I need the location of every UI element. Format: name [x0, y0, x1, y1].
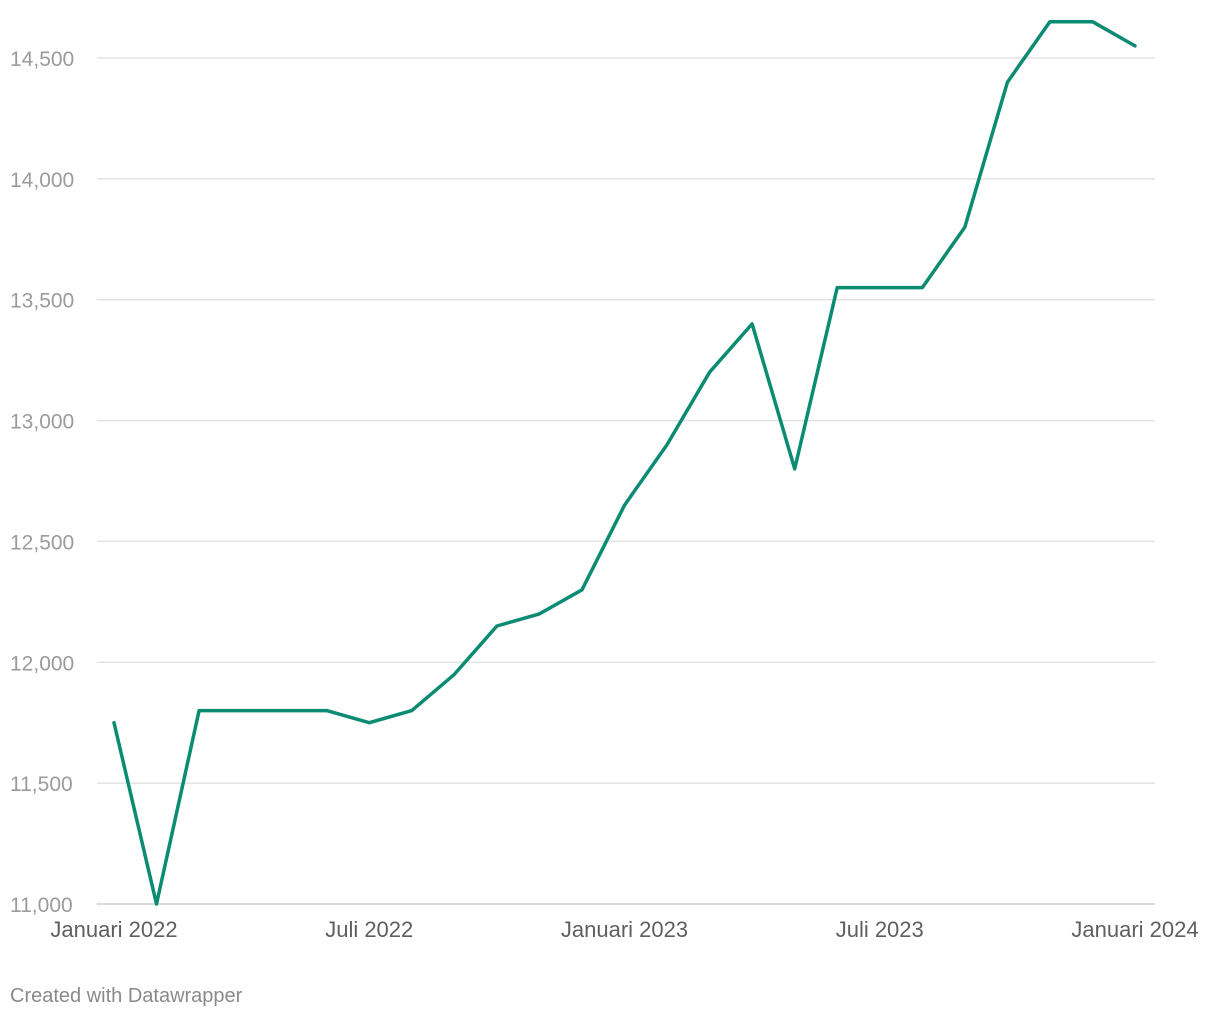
y-tick-label: 11,500	[10, 773, 73, 796]
y-tick-label: 14,000	[10, 169, 74, 192]
y-tick-label: 14,500	[10, 48, 74, 71]
x-tick-label: Januari 2023	[561, 917, 688, 942]
chart-credit: Created with Datawrapper	[10, 985, 243, 1007]
y-tick-label: 13,000	[10, 411, 74, 434]
series-line	[112, 19, 1137, 906]
y-tick-label: 13,500	[10, 290, 74, 313]
x-tick-label: Januari 2024	[1071, 917, 1198, 942]
y-tick-label: 12,500	[10, 531, 74, 554]
x-tick-label: Juli 2022	[325, 917, 413, 942]
x-tick-label: Januari 2022	[50, 917, 177, 942]
y-tick-label: 12,000	[10, 652, 74, 675]
x-tick-label: Juli 2023	[836, 917, 924, 942]
y-tick-label: 11,000	[10, 894, 73, 917]
